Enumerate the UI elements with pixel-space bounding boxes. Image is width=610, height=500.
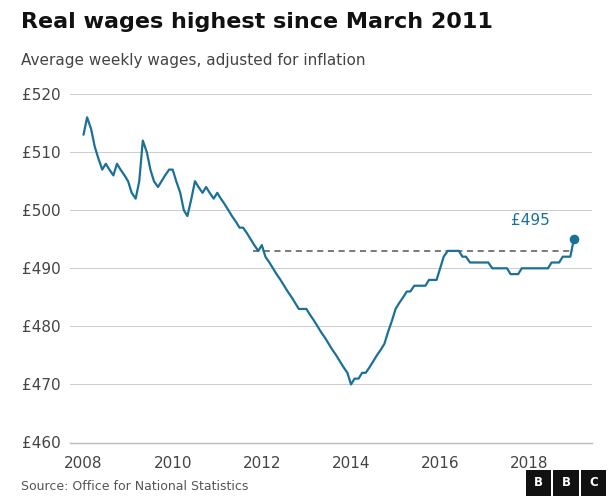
Text: B: B bbox=[534, 476, 543, 490]
Text: B: B bbox=[562, 476, 570, 490]
Point bbox=[569, 236, 579, 244]
Text: £495: £495 bbox=[511, 213, 550, 228]
Text: Average weekly wages, adjusted for inflation: Average weekly wages, adjusted for infla… bbox=[21, 52, 366, 68]
Text: Source: Office for National Statistics: Source: Office for National Statistics bbox=[21, 480, 249, 492]
Text: C: C bbox=[589, 476, 598, 490]
Text: Real wages highest since March 2011: Real wages highest since March 2011 bbox=[21, 12, 493, 32]
